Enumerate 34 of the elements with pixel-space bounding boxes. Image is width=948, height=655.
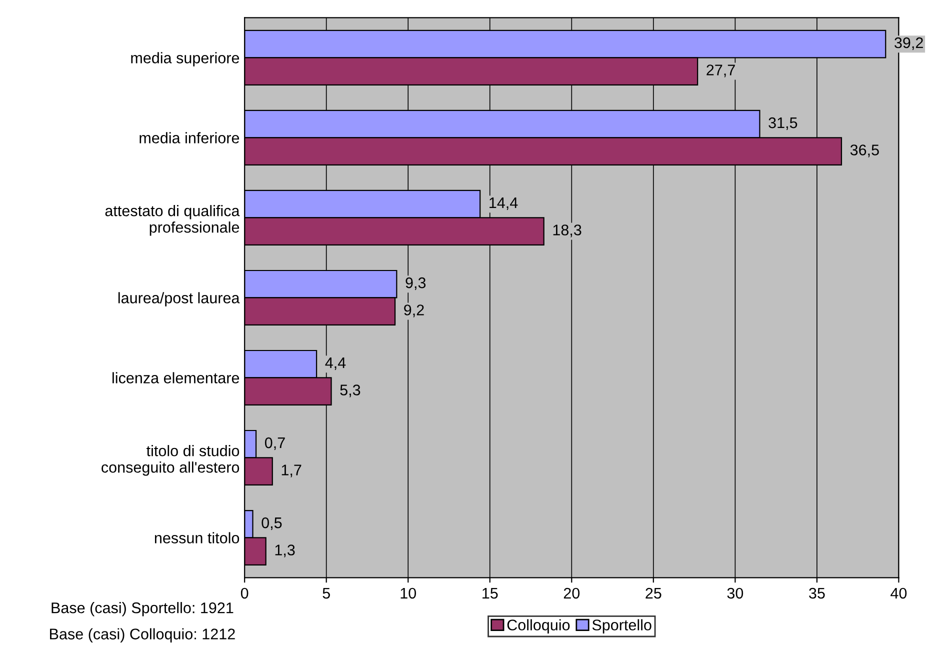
x-tick-label: 10 [400, 588, 416, 599]
x-tick-label: 30 [727, 588, 744, 599]
data-label: 4,4 [325, 358, 346, 370]
data-label: 18,3 [553, 224, 582, 238]
y-tick-label: laurea/post laurea [118, 292, 240, 306]
data-label: 14,4 [490, 198, 518, 210]
text: Base (casi) Colloquio: 1212 [50, 628, 235, 642]
y-tick-label: nessun titolo [154, 532, 240, 544]
y-tick-label: media inferiore [140, 132, 240, 144]
data-label: 5,3 [340, 384, 360, 398]
x-tick-label: 5 [322, 588, 330, 599]
data-label: 0,7 [264, 437, 285, 450]
x-tick-label: 0 [240, 588, 248, 599]
data-label: 1,7 [282, 464, 302, 478]
data-label: 36,5 [850, 144, 879, 158]
y-tick-label: attestato di qualifica professionale [105, 205, 240, 236]
data-label: 0,5 [262, 517, 282, 530]
y-tick-label: titolo di studio conseguito all'estero [102, 445, 240, 476]
legend-label: Colloquio [507, 619, 570, 634]
data-label: 1,3 [275, 544, 295, 558]
data-label: 31,5 [768, 117, 798, 130]
x-tick-label: 35 [809, 588, 825, 599]
data-label: 39,2 [894, 37, 923, 50]
text: Base (casi) Sportello: 1921 [52, 602, 234, 616]
data-label: 9,3 [406, 277, 426, 290]
x-tick-label: 15 [482, 588, 498, 599]
data-label: 27,7 [706, 64, 735, 78]
data-label: 9,2 [404, 304, 424, 318]
x-tick-label: 40 [890, 588, 907, 599]
x-tick-label: 25 [646, 588, 662, 599]
y-tick-label: licenza elementare [112, 372, 240, 384]
legend-label: Sportello [592, 619, 652, 634]
x-tick-label: 20 [564, 588, 580, 599]
y-tick-label: media superiore [131, 52, 240, 66]
